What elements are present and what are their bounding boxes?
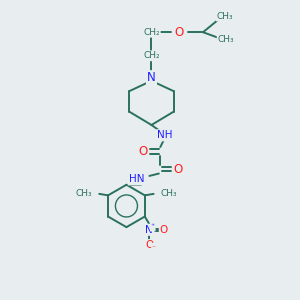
Text: CH₂: CH₂ bbox=[143, 51, 160, 60]
Text: O: O bbox=[145, 240, 153, 250]
Text: ⁺: ⁺ bbox=[151, 222, 155, 231]
Text: O: O bbox=[138, 145, 147, 158]
Text: CH₃: CH₃ bbox=[161, 189, 178, 198]
Text: N: N bbox=[147, 71, 156, 84]
Text: O: O bbox=[175, 26, 184, 39]
Text: HN: HN bbox=[129, 174, 144, 184]
Text: NH: NH bbox=[157, 130, 172, 140]
Text: CH₃: CH₃ bbox=[75, 189, 92, 198]
Text: O: O bbox=[160, 225, 168, 235]
Text: CH₃: CH₃ bbox=[218, 35, 234, 44]
Text: N: N bbox=[145, 225, 153, 235]
Text: ⁻: ⁻ bbox=[152, 244, 156, 253]
Text: O: O bbox=[173, 163, 183, 176]
Text: CH₃: CH₃ bbox=[217, 11, 233, 20]
Text: CH₂: CH₂ bbox=[143, 28, 160, 37]
